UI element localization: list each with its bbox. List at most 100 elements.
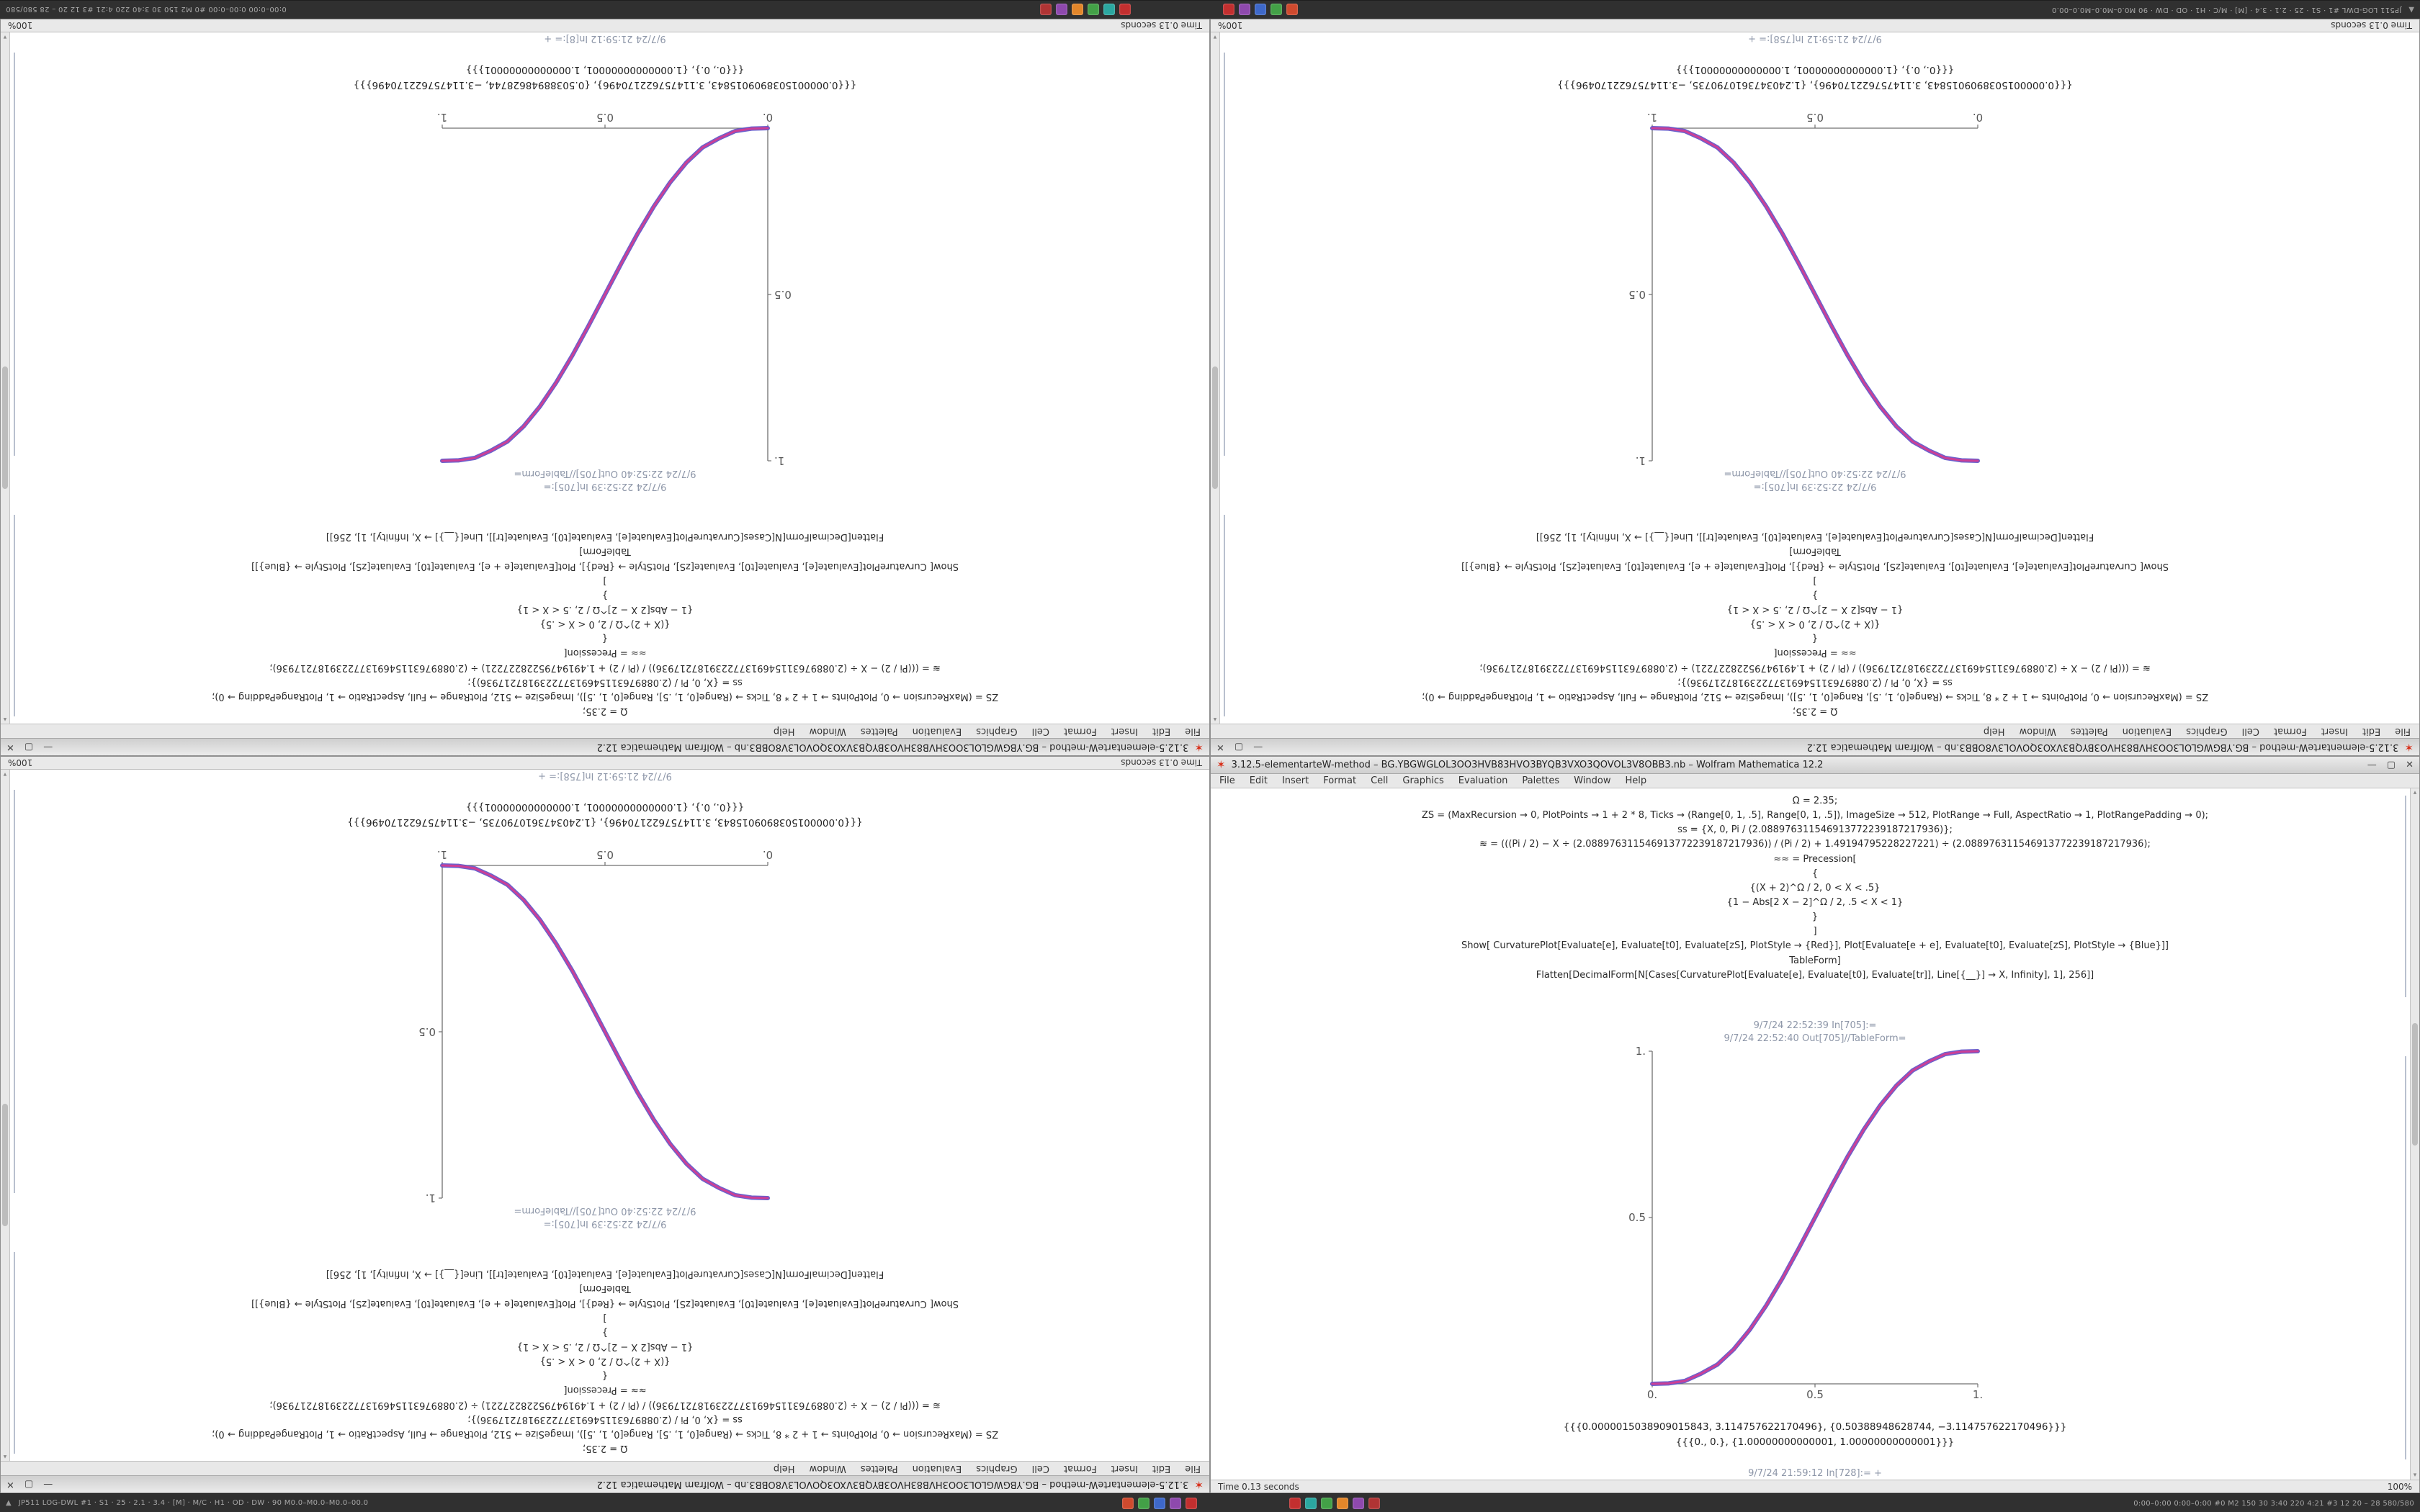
scroll-up-arrow[interactable]: ▴: [1213, 716, 1217, 723]
menu-item-evaluation[interactable]: Evaluation: [912, 1463, 962, 1474]
menu-item-palettes[interactable]: Palettes: [860, 726, 898, 737]
menu-item-format[interactable]: Format: [1063, 726, 1097, 737]
minimize-button[interactable]: —: [2367, 760, 2377, 770]
menu-item-file[interactable]: File: [1185, 726, 1201, 737]
close-button[interactable]: ✕: [6, 742, 14, 752]
scroll-up-arrow[interactable]: ▴: [2413, 789, 2417, 796]
menu-item-file[interactable]: File: [2395, 726, 2411, 737]
input-cell-code[interactable]: Ω = 2.35; ZS = (MaxRecursion → 0, PlotPo…: [1421, 531, 2209, 716]
input-cell-code[interactable]: Ω = 2.35; ZS = (MaxRecursion → 0, PlotPo…: [1421, 796, 2209, 981]
menu-item-file[interactable]: File: [1185, 1463, 1201, 1474]
menu-item-insert[interactable]: Insert: [1111, 726, 1139, 737]
menu-item-palettes[interactable]: Palettes: [2070, 726, 2108, 737]
status-zoom[interactable]: 100%: [2387, 1481, 2412, 1492]
menu-item-edit[interactable]: Edit: [1152, 726, 1171, 737]
menu-item-format[interactable]: Format: [2273, 726, 2307, 737]
scrollbar[interactable]: ▴ ▾: [1, 770, 10, 1461]
scrollbar-thumb[interactable]: [2, 1103, 8, 1226]
maximize-button[interactable]: ▢: [24, 742, 34, 752]
menu-item-window[interactable]: Window: [809, 1463, 846, 1474]
taskbar-app-icon[interactable]: [1169, 1497, 1181, 1509]
menu-item-insert[interactable]: Insert: [1111, 1463, 1139, 1474]
menu-item-graphics[interactable]: Graphics: [1402, 775, 1444, 786]
taskbar-app-icon[interactable]: [1304, 1497, 1317, 1509]
taskbar-app-icon[interactable]: [1072, 4, 1084, 16]
menu-item-help[interactable]: Help: [773, 726, 795, 737]
scrollbar-thumb[interactable]: [2412, 1023, 2418, 1146]
menu-item-graphics[interactable]: Graphics: [2186, 726, 2228, 737]
taskbar-app-icon[interactable]: [1088, 4, 1100, 16]
taskbar-app-icon[interactable]: [1239, 4, 1251, 16]
menu-item-window[interactable]: Window: [1574, 775, 1611, 786]
minimize-button[interactable]: —: [43, 1479, 53, 1490]
taskbar-app-icon[interactable]: [1056, 4, 1068, 16]
window-titlebar[interactable]: ✶ 3.12.5-elementarteW-method – BG.YBGWGL…: [1211, 757, 2419, 774]
panel-expand-arrow[interactable]: ▲: [2408, 6, 2414, 14]
close-button[interactable]: ✕: [1216, 742, 1224, 752]
menu-item-cell[interactable]: Cell: [1031, 1463, 1049, 1474]
scrollbar[interactable]: ▴ ▾: [1211, 32, 1220, 724]
taskbar-app-icon[interactable]: [1119, 4, 1131, 16]
maximize-button[interactable]: ▢: [24, 1479, 34, 1490]
scroll-up-arrow[interactable]: ▴: [3, 1453, 7, 1460]
menu-item-format[interactable]: Format: [1323, 775, 1357, 786]
taskbar-top[interactable]: ▲ JP511 LOG-DWL #1 · S1 · 25 · 2.1 · 3.4…: [0, 0, 2420, 19]
taskbar-app-icon[interactable]: [1336, 1497, 1348, 1509]
menu-item-graphics[interactable]: Graphics: [976, 1463, 1018, 1474]
menu-item-palettes[interactable]: Palettes: [860, 1463, 898, 1474]
scroll-down-arrow[interactable]: ▾: [3, 33, 7, 40]
taskbar-app-icon[interactable]: [1121, 1497, 1134, 1509]
scrollbar[interactable]: ▴ ▾: [2410, 788, 2419, 1480]
scroll-down-arrow[interactable]: ▾: [1213, 33, 1217, 40]
minimize-button[interactable]: —: [43, 742, 53, 752]
menu-item-insert[interactable]: Insert: [2321, 726, 2349, 737]
menu-item-edit[interactable]: Edit: [2362, 726, 2381, 737]
close-button[interactable]: ✕: [6, 1479, 14, 1490]
scrollbar[interactable]: ▴ ▾: [1, 32, 10, 724]
taskbar-app-icon[interactable]: [1137, 1497, 1150, 1509]
taskbar-app-icon[interactable]: [1320, 1497, 1332, 1509]
taskbar-app-icon[interactable]: [1289, 1497, 1301, 1509]
input-cell-code[interactable]: Ω = 2.35; ZS = (MaxRecursion → 0, PlotPo…: [211, 531, 999, 716]
menu-item-cell[interactable]: Cell: [1031, 726, 1049, 737]
menu-item-cell[interactable]: Cell: [1371, 775, 1389, 786]
taskbar-app-icon[interactable]: [1153, 1497, 1165, 1509]
menu-item-edit[interactable]: Edit: [1249, 775, 1268, 786]
menu-item-graphics[interactable]: Graphics: [976, 726, 1018, 737]
window-titlebar[interactable]: ✶ 3.12.5-elementarteW-method – BG.YBGWGL…: [1, 1475, 1209, 1493]
scroll-down-arrow[interactable]: ▾: [2413, 1472, 2417, 1479]
status-zoom[interactable]: 100%: [8, 757, 33, 768]
taskbar-app-icon[interactable]: [1352, 1497, 1364, 1509]
close-button[interactable]: ✕: [2406, 760, 2414, 770]
menu-item-cell[interactable]: Cell: [2241, 726, 2259, 737]
window-titlebar[interactable]: ✶ 3.12.5-elementarteW-method – BG.YBGWGL…: [1, 738, 1209, 755]
menu-item-help[interactable]: Help: [1983, 726, 2005, 737]
scroll-down-arrow[interactable]: ▾: [3, 770, 7, 778]
scrollbar-thumb[interactable]: [2, 366, 8, 489]
menu-item-window[interactable]: Window: [809, 726, 846, 737]
menu-item-palettes[interactable]: Palettes: [1522, 775, 1560, 786]
taskbar-bottom[interactable]: ▲ JP511 LOG-DWL #1 · S1 · 25 · 2.1 · 3.4…: [0, 1493, 2420, 1512]
minimize-button[interactable]: —: [1253, 742, 1263, 752]
menu-item-help[interactable]: Help: [1625, 775, 1647, 786]
menu-item-evaluation[interactable]: Evaluation: [912, 726, 962, 737]
input-cell-code[interactable]: Ω = 2.35; ZS = (MaxRecursion → 0, PlotPo…: [211, 1269, 999, 1454]
scroll-up-arrow[interactable]: ▴: [3, 716, 7, 723]
taskbar-app-icon[interactable]: [1255, 4, 1267, 16]
status-zoom[interactable]: 100%: [8, 20, 33, 31]
menu-item-file[interactable]: File: [1219, 775, 1235, 786]
menu-item-evaluation[interactable]: Evaluation: [1458, 775, 1508, 786]
menu-item-window[interactable]: Window: [2019, 726, 2056, 737]
taskbar-app-icon[interactable]: [1368, 1497, 1380, 1509]
status-zoom[interactable]: 100%: [1218, 20, 1243, 31]
menu-item-edit[interactable]: Edit: [1152, 1463, 1171, 1474]
taskbar-app-icon[interactable]: [1270, 4, 1283, 16]
scrollbar-thumb[interactable]: [1212, 366, 1218, 489]
menu-item-format[interactable]: Format: [1063, 1463, 1097, 1474]
menu-item-help[interactable]: Help: [773, 1463, 795, 1474]
maximize-button[interactable]: ▢: [2386, 760, 2396, 770]
panel-expand-arrow[interactable]: ▲: [6, 1499, 12, 1507]
menu-item-insert[interactable]: Insert: [1281, 775, 1309, 786]
taskbar-app-icon[interactable]: [1223, 4, 1235, 16]
taskbar-app-icon[interactable]: [1103, 4, 1116, 16]
